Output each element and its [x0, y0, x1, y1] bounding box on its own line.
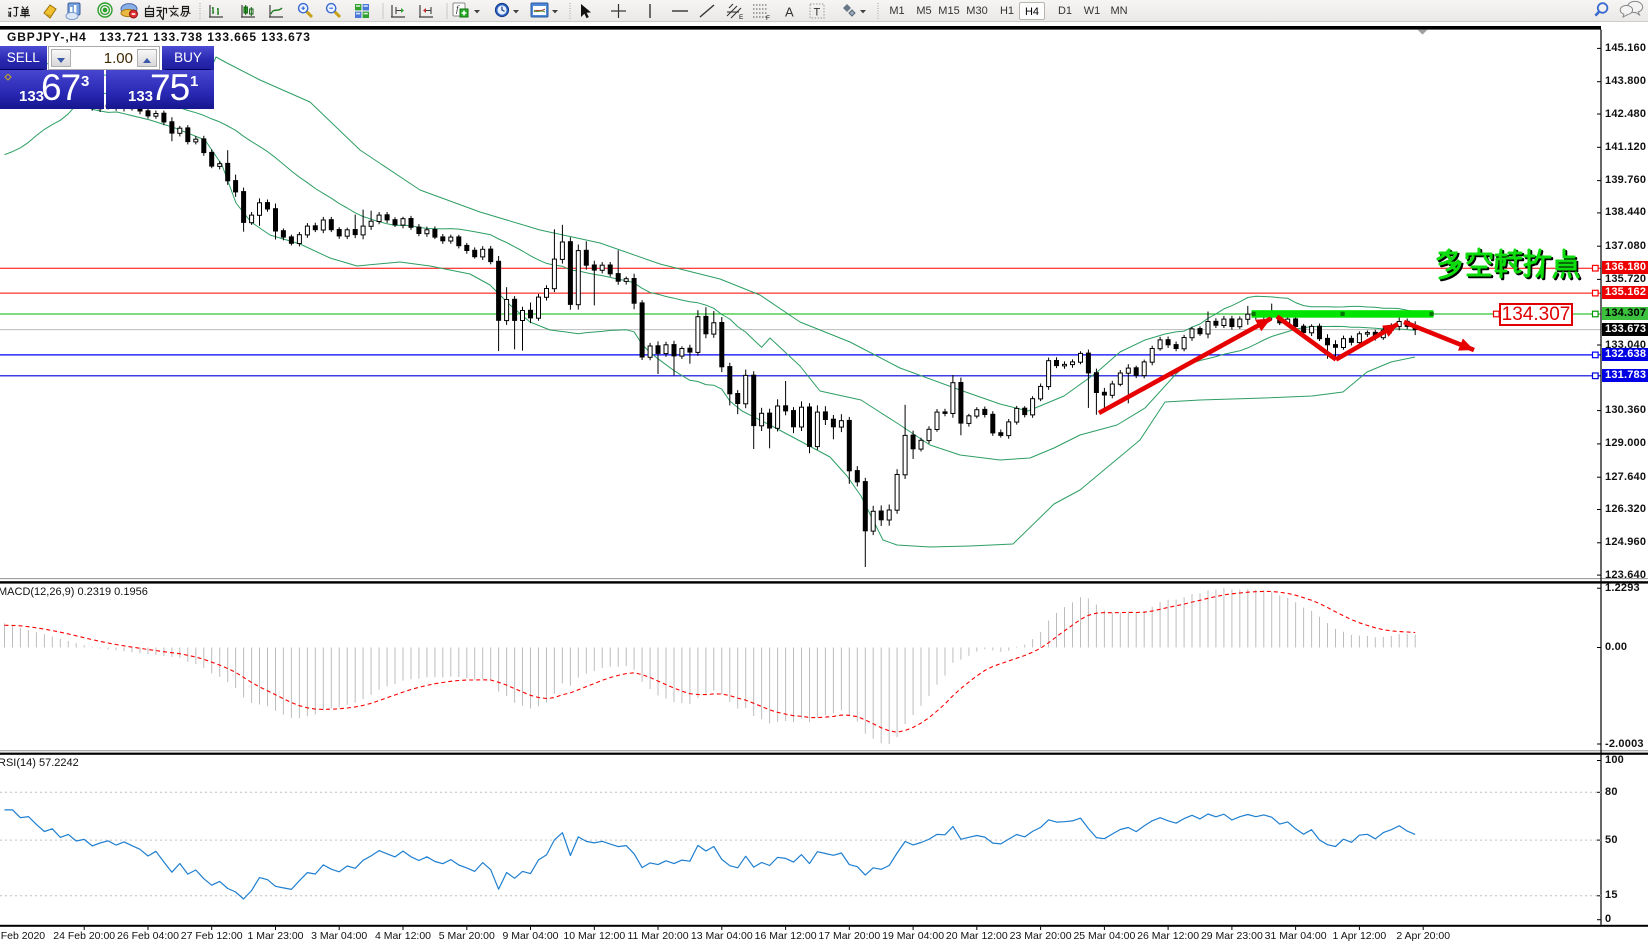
svg-text:E: E	[739, 14, 744, 21]
svg-text:F: F	[766, 15, 770, 22]
svg-text:T: T	[814, 7, 821, 19]
svg-text:A: A	[785, 5, 794, 20]
svg-text:f: f	[456, 4, 460, 14]
